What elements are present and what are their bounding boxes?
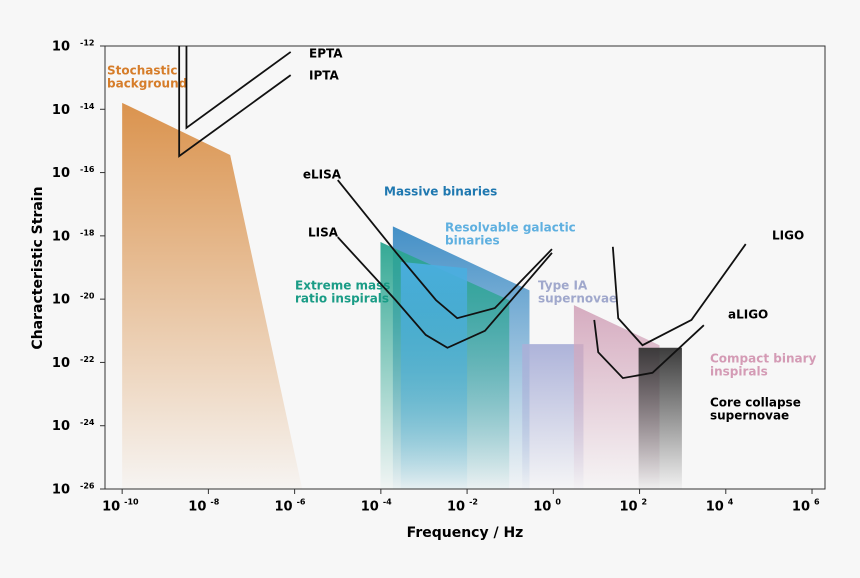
y-tick-exponent: -16 (80, 165, 95, 174)
y-tick-exponent: -14 (80, 102, 95, 111)
x-tick-exponent: -8 (210, 498, 219, 507)
x-tick-label: 10 (102, 500, 120, 515)
y-tick-label: 10 (52, 229, 70, 244)
region (573, 305, 660, 489)
y-tick-label: 10 (52, 419, 70, 434)
x-tick-exponent: 4 (728, 498, 734, 507)
curve-label: aLIGO (728, 308, 768, 322)
x-tick-label: 10 (706, 500, 724, 515)
y-tick-label: 10 (52, 483, 70, 498)
x-tick-label: 10 (447, 500, 465, 515)
region-label: Core collapse (710, 396, 801, 410)
x-tick-label: 10 (188, 500, 206, 515)
sensitivity-curve (593, 319, 705, 380)
region-label: supernovae (538, 292, 617, 306)
region-label: Massive binaries (384, 185, 497, 199)
region (122, 102, 303, 489)
region-label: supernovae (710, 409, 789, 423)
region (400, 261, 468, 489)
y-tick-exponent: -12 (80, 39, 94, 48)
x-tick-exponent: -10 (124, 498, 139, 507)
y-tick-exponent: -22 (80, 355, 94, 364)
x-axis-label: Frequency / Hz (407, 525, 524, 541)
y-axis-label: Characteristic Strain (30, 186, 46, 349)
x-tick-exponent: 0 (555, 498, 561, 507)
y-tick-label: 10 (52, 356, 70, 371)
region-label: Compact binary (710, 352, 817, 366)
region-label: ratio inspirals (295, 292, 389, 306)
region-label: inspirals (710, 365, 768, 379)
curve-label: eLISA (303, 168, 342, 182)
region (522, 344, 584, 489)
x-tick-label: 10 (533, 500, 551, 515)
sensitivity-curve (337, 179, 553, 320)
y-tick-label: 10 (52, 166, 70, 181)
region-label: Extreme mass (295, 279, 390, 293)
x-tick-exponent: -6 (297, 498, 306, 507)
x-tick-label: 10 (792, 500, 810, 515)
y-tick-exponent: -24 (80, 418, 95, 427)
x-tick-exponent: 2 (642, 498, 648, 507)
x-tick-label: 10 (275, 500, 293, 515)
x-tick-exponent: -4 (383, 498, 392, 507)
y-tick-label: 10 (52, 40, 70, 55)
region (638, 347, 682, 489)
sensitivity-curve (611, 243, 747, 347)
y-tick-exponent: -26 (80, 482, 95, 491)
sensitivity-curve (185, 46, 292, 130)
y-tick-label: 10 (52, 103, 70, 118)
region-label: Type IA (538, 279, 588, 293)
region-label: Resolvable galactic (445, 221, 576, 235)
x-tick-exponent: -2 (469, 498, 478, 507)
region-label: Stochastic (107, 64, 177, 78)
curve-label: IPTA (309, 69, 340, 83)
curve-label: LISA (308, 226, 339, 240)
plot-frame (104, 45, 826, 490)
y-tick-label: 10 (52, 293, 70, 308)
curve-label: EPTA (309, 47, 343, 61)
x-tick-label: 10 (619, 500, 637, 515)
y-tick-exponent: -20 (80, 292, 95, 301)
region-label: binaries (445, 234, 500, 248)
x-tick-exponent: 6 (814, 498, 820, 507)
sensitivity-curve (178, 46, 292, 158)
x-tick-label: 10 (361, 500, 379, 515)
y-tick-exponent: -18 (80, 228, 95, 237)
curve-label: LIGO (772, 229, 804, 243)
region-label: background (107, 77, 187, 91)
sensitivity-curve (337, 236, 553, 349)
